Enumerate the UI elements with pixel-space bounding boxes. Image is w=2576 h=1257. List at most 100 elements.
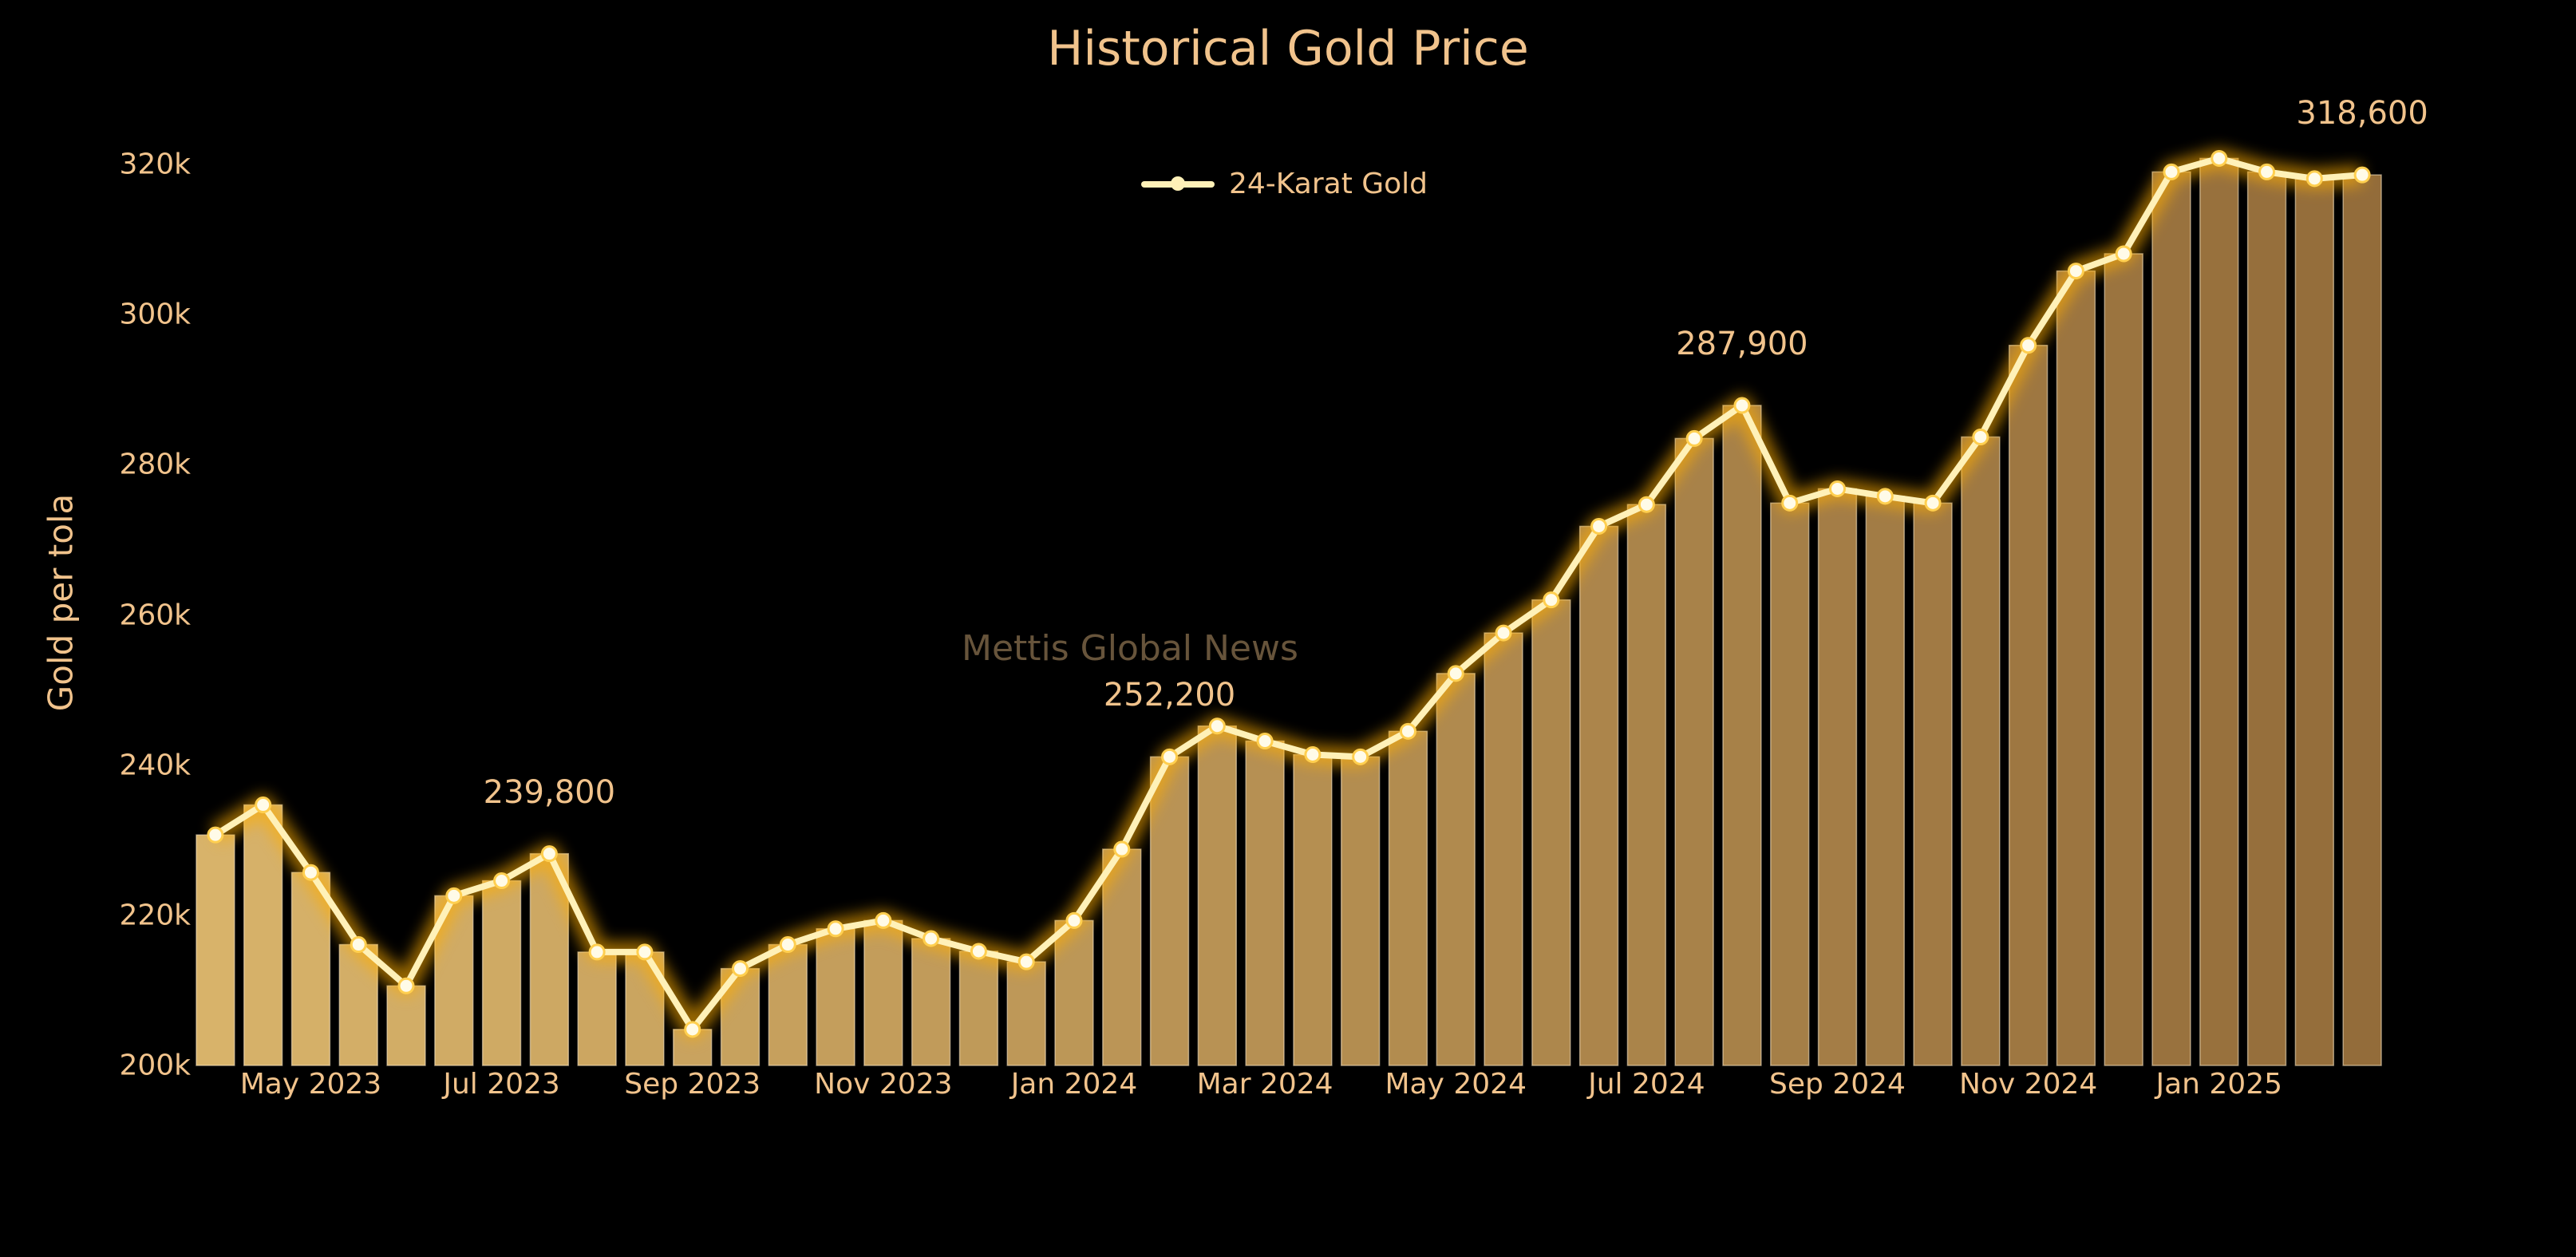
bar xyxy=(1245,740,1285,1066)
bar xyxy=(1484,632,1523,1066)
bar xyxy=(1674,437,1714,1066)
data-point xyxy=(1161,748,1179,765)
data-point xyxy=(1256,733,1274,750)
data-point xyxy=(1590,517,1608,535)
bar xyxy=(481,880,522,1066)
bar xyxy=(243,804,283,1066)
data-point xyxy=(397,977,415,994)
bar xyxy=(1341,756,1381,1066)
y-tick-label: 240k xyxy=(119,749,191,782)
data-point xyxy=(923,930,940,947)
data-point xyxy=(2211,149,2228,167)
bar xyxy=(1388,730,1428,1066)
x-tick-label: Sep 2024 xyxy=(1769,1068,1906,1101)
data-point xyxy=(1113,840,1131,858)
bar xyxy=(1006,961,1046,1066)
bar xyxy=(1578,525,1619,1066)
data-point xyxy=(636,943,654,961)
bar xyxy=(1293,753,1333,1066)
data-point xyxy=(1352,748,1369,765)
y-tick-label: 300k xyxy=(119,298,191,331)
data-point xyxy=(1781,494,1799,512)
bar xyxy=(2151,171,2191,1066)
data-point xyxy=(588,943,606,961)
data-point xyxy=(1208,717,1226,735)
data-point xyxy=(684,1021,701,1038)
data-point xyxy=(970,943,987,960)
bar xyxy=(1722,405,1762,1066)
x-tick-label: May 2024 xyxy=(1385,1068,1527,1101)
x-tick-label: Nov 2023 xyxy=(814,1068,953,1101)
bar xyxy=(1626,504,1667,1066)
bar xyxy=(577,951,617,1066)
bar xyxy=(1817,488,1858,1066)
line-layer xyxy=(207,148,2371,1040)
data-point xyxy=(2258,163,2276,180)
data-point xyxy=(1924,494,1942,512)
watermark: Mettis Global News xyxy=(962,628,1298,669)
legend: 24-Karat Gold xyxy=(1141,168,1428,200)
x-tick-label: May 2023 xyxy=(239,1068,382,1101)
legend-line-marker xyxy=(1141,176,1215,191)
bar xyxy=(2199,157,2239,1066)
bar xyxy=(911,938,951,1066)
bar xyxy=(2342,174,2382,1066)
data-point xyxy=(493,872,511,890)
annotation-label: 318,600 xyxy=(2296,95,2428,132)
data-point xyxy=(1972,429,1989,446)
data-point xyxy=(2305,170,2323,188)
data-point xyxy=(445,887,463,904)
data-point xyxy=(1495,624,1512,642)
data-point xyxy=(1543,591,1560,609)
data-point xyxy=(255,796,272,814)
bar xyxy=(2056,270,2096,1066)
x-tick-label: Nov 2024 xyxy=(1958,1068,2098,1101)
x-tick-label: Jan 2024 xyxy=(1010,1068,1138,1101)
x-tick-label: Jul 2024 xyxy=(1588,1068,1705,1101)
bar xyxy=(1865,496,1905,1066)
y-tick-label: 200k xyxy=(119,1049,191,1082)
bar xyxy=(958,951,999,1066)
data-point xyxy=(2115,245,2132,263)
x-tick-label: Mar 2024 xyxy=(1196,1068,1333,1101)
data-point xyxy=(540,845,558,863)
bar xyxy=(2246,171,2287,1066)
bar xyxy=(816,928,855,1066)
data-point xyxy=(1017,953,1035,970)
data-point xyxy=(1065,911,1083,929)
annotation-label: 239,800 xyxy=(483,773,616,811)
y-tick-label: 220k xyxy=(119,899,191,932)
bar-layer xyxy=(196,157,2382,1066)
data-point xyxy=(1304,745,1322,763)
bar xyxy=(2294,178,2334,1066)
x-tick-label: Jan 2025 xyxy=(2155,1068,2283,1101)
bar xyxy=(2008,344,2049,1066)
chart-title: Historical Gold Price xyxy=(1047,21,1529,77)
data-point xyxy=(875,911,892,929)
data-point xyxy=(2353,166,2371,184)
data-point xyxy=(779,936,796,954)
data-point xyxy=(350,936,367,954)
bar xyxy=(1197,725,1237,1066)
annotation-label: 252,200 xyxy=(1103,677,1236,714)
bar xyxy=(1770,502,1810,1066)
bar xyxy=(1149,756,1190,1066)
bar xyxy=(2104,253,2143,1066)
bar xyxy=(1961,436,2001,1066)
annotation-label: 287,900 xyxy=(1676,326,1808,362)
x-tick-label: Jul 2023 xyxy=(443,1068,560,1101)
data-point xyxy=(207,826,224,844)
bar xyxy=(1531,599,1571,1066)
bar xyxy=(196,834,235,1066)
data-point xyxy=(827,920,844,938)
legend-label: 24-Karat Gold xyxy=(1229,168,1428,200)
data-point xyxy=(1447,665,1464,682)
bar xyxy=(1436,673,1476,1066)
data-point xyxy=(1876,488,1894,505)
bar xyxy=(863,919,903,1066)
data-point xyxy=(2067,263,2084,280)
bar xyxy=(768,943,808,1066)
y-tick-label: 320k xyxy=(119,148,191,181)
x-tick-label: Sep 2023 xyxy=(624,1068,761,1101)
